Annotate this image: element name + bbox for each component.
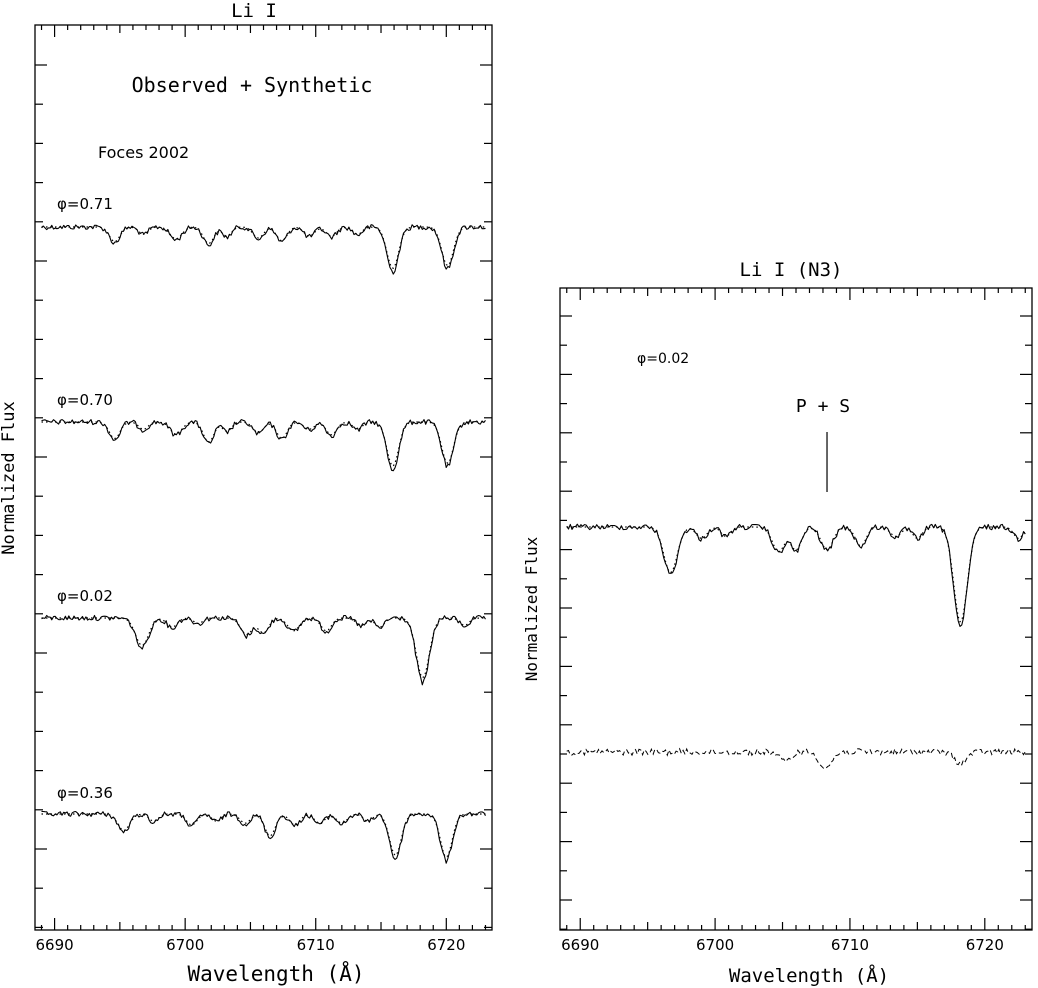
- left-panel-title: Li I: [231, 0, 277, 22]
- phase-label: φ=0.36: [57, 784, 113, 802]
- right-panel: Li I (N3) 6690 6700 6710 6720 Wavelength…: [522, 259, 1033, 987]
- right-phase-label: φ=0.02: [637, 351, 689, 367]
- right-panel-title: Li I (N3): [740, 259, 843, 281]
- left-x-tick-labels: 6690 6700 6710 6720: [35, 936, 465, 954]
- observed-spectrum: [41, 419, 486, 472]
- right-x-tick-label: 6710: [831, 936, 869, 954]
- right-spectra: [566, 523, 1026, 770]
- right-x-tick-label: 6720: [966, 936, 1004, 954]
- synthetic-spectrum: [41, 421, 486, 467]
- left-spectra: [41, 224, 486, 864]
- right-x-tick-label: 6690: [561, 936, 599, 954]
- left-source-label: Foces 2002: [98, 143, 189, 162]
- left-x-axis-title: Wavelength (Å): [187, 960, 364, 986]
- right-plot-frame: [559, 287, 1033, 931]
- right-x-tick-label: 6700: [696, 936, 734, 954]
- right-axis-ticks: [560, 288, 1032, 930]
- marker-label: P + S: [796, 396, 850, 417]
- left-x-tick-label: 6690: [35, 936, 73, 954]
- left-y-axis-title: Normalized Flux: [0, 401, 19, 555]
- observed-spectrum: [41, 614, 486, 686]
- observed-spectrum: [566, 523, 1026, 627]
- right-x-tick-labels: 6690 6700 6710 6720: [561, 936, 1004, 954]
- phase-label: φ=0.70: [57, 391, 113, 409]
- phase-label: φ=0.71: [57, 195, 113, 213]
- residual-spectrum: [566, 747, 1026, 770]
- synthetic-spectrum: [41, 813, 486, 859]
- observed-spectrum: [41, 224, 486, 275]
- left-x-tick-label: 6720: [427, 936, 465, 954]
- left-axis-ticks: [35, 25, 492, 930]
- observed-spectrum: [41, 810, 486, 864]
- left-panel: Li I 6690 6700 6710 6720 Wavelength (Å) …: [0, 0, 493, 986]
- right-y-axis-title: Normalized Flux: [522, 536, 541, 681]
- phase-label: φ=0.02: [57, 587, 113, 605]
- left-x-tick-label: 6700: [166, 936, 204, 954]
- right-x-axis-title: Wavelength (Å): [729, 964, 889, 987]
- left-x-tick-label: 6710: [297, 936, 335, 954]
- left-panel-annotation: Observed + Synthetic: [132, 73, 373, 97]
